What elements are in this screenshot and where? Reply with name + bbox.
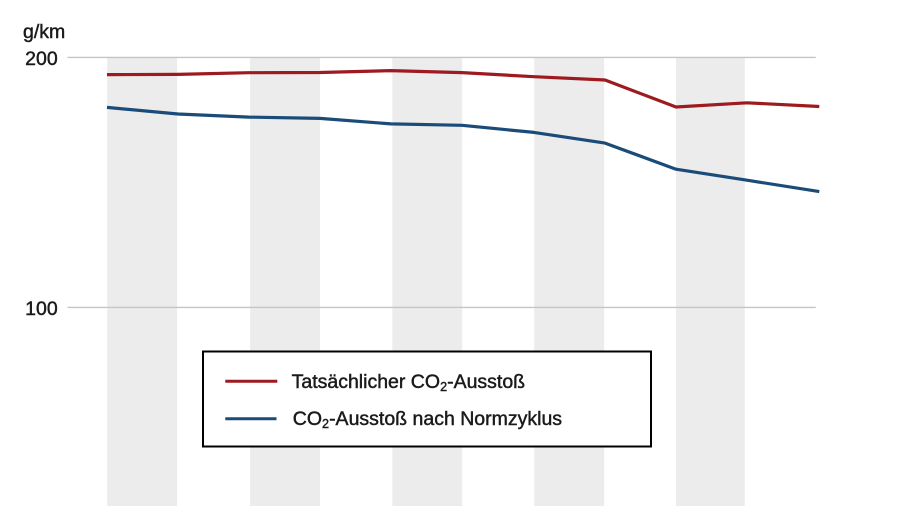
svg-text:100: 100 <box>25 298 58 320</box>
svg-text:Tatsächlicher CO2-Ausstoß: Tatsächlicher CO2-Ausstoß <box>292 371 526 394</box>
svg-text:CO2-Ausstoß nach Normzyklus: CO2-Ausstoß nach Normzyklus <box>293 408 562 431</box>
svg-text:g/km: g/km <box>23 21 65 43</box>
svg-text:200: 200 <box>25 48 58 70</box>
